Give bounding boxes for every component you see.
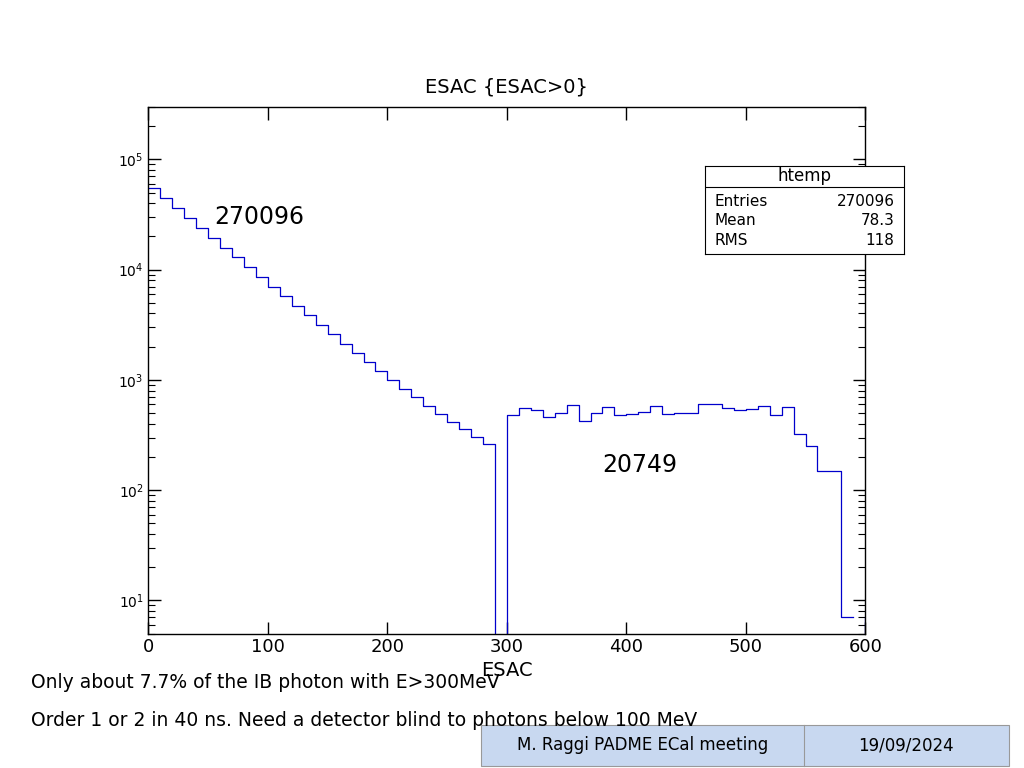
Text: Mean: Mean (715, 214, 757, 228)
Text: Only about 7.7% of the IB photon with E>300MeV: Only about 7.7% of the IB photon with E>… (31, 673, 500, 692)
Text: 118: 118 (865, 233, 894, 247)
Text: 270096: 270096 (837, 194, 894, 209)
Text: 20749: 20749 (602, 453, 678, 477)
Text: M. Raggi PADME ECal meeting: M. Raggi PADME ECal meeting (517, 737, 768, 754)
Title: ESAC {ESAC>0}: ESAC {ESAC>0} (425, 78, 589, 97)
Text: Energy distribution of γ from IB G4: Energy distribution of γ from IB G4 (101, 20, 923, 65)
Text: RMS: RMS (715, 233, 749, 247)
Text: htemp: htemp (777, 167, 831, 185)
Text: 270096: 270096 (214, 205, 304, 229)
Text: Entries: Entries (715, 194, 768, 209)
X-axis label: ESAC: ESAC (481, 660, 532, 680)
Text: Order 1 or 2 in 40 ns. Need a detector blind to photons below 100 MeV: Order 1 or 2 in 40 ns. Need a detector b… (31, 711, 697, 730)
Bar (481, 725, 1009, 766)
Text: 78.3: 78.3 (860, 214, 894, 228)
Text: 19/09/2024: 19/09/2024 (858, 737, 954, 754)
